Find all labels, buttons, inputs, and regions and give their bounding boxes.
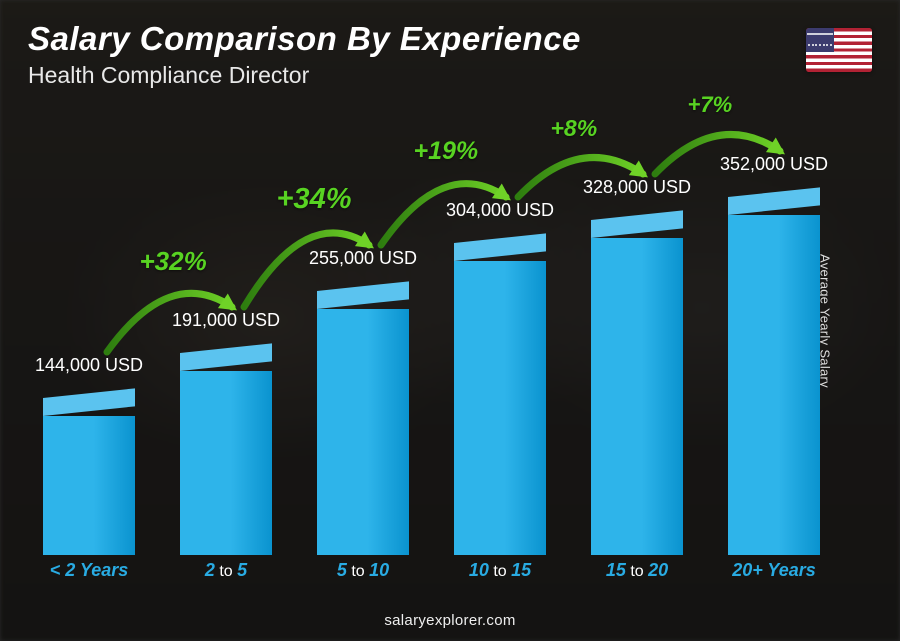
bar-value-label: 255,000 USD (309, 248, 417, 269)
growth-arrow (24, 115, 848, 585)
bar-x-label: 20+ Years (732, 560, 816, 581)
bar: 191,000 USD (180, 353, 272, 555)
bar-value-label: 304,000 USD (446, 200, 554, 221)
bar-x-label: 2 to 5 (205, 560, 247, 581)
growth-arrow (24, 115, 848, 585)
salary-bar-chart: 144,000 USD < 2 Years 191,000 USD 2 to 5 255… (24, 115, 848, 585)
infographic-content: Salary Comparison By Experience Health C… (0, 0, 900, 641)
growth-pct-label: +7% (688, 92, 733, 118)
growth-pct-label: +8% (551, 115, 598, 142)
growth-pct-label: +19% (414, 137, 479, 166)
bar-value-label: 352,000 USD (720, 154, 828, 175)
growth-arrow (24, 115, 848, 585)
page-title: Salary Comparison By Experience (28, 20, 581, 58)
bar-value-label: 328,000 USD (583, 177, 691, 198)
bar-value-label: 191,000 USD (172, 310, 280, 331)
bar: 328,000 USD (591, 220, 683, 555)
bar: 144,000 USD (43, 398, 135, 555)
bar-x-label: 15 to 20 (606, 560, 668, 581)
growth-arrow (24, 115, 848, 585)
bar-x-label: 10 to 15 (469, 560, 531, 581)
growth-arrow (24, 115, 848, 585)
growth-pct-label: +34% (277, 183, 352, 216)
bar-value-label: 144,000 USD (35, 355, 143, 376)
us-flag-icon (806, 28, 872, 72)
bar-x-label: < 2 Years (50, 560, 129, 581)
growth-pct-label: +32% (140, 246, 207, 277)
footer-source: salaryexplorer.com (384, 612, 515, 629)
bar: 255,000 USD (317, 291, 409, 555)
page-subtitle: Health Compliance Director (28, 62, 309, 89)
bar: 352,000 USD (728, 197, 820, 555)
bar: 304,000 USD (454, 243, 546, 555)
bar-x-label: 5 to 10 (337, 560, 389, 581)
